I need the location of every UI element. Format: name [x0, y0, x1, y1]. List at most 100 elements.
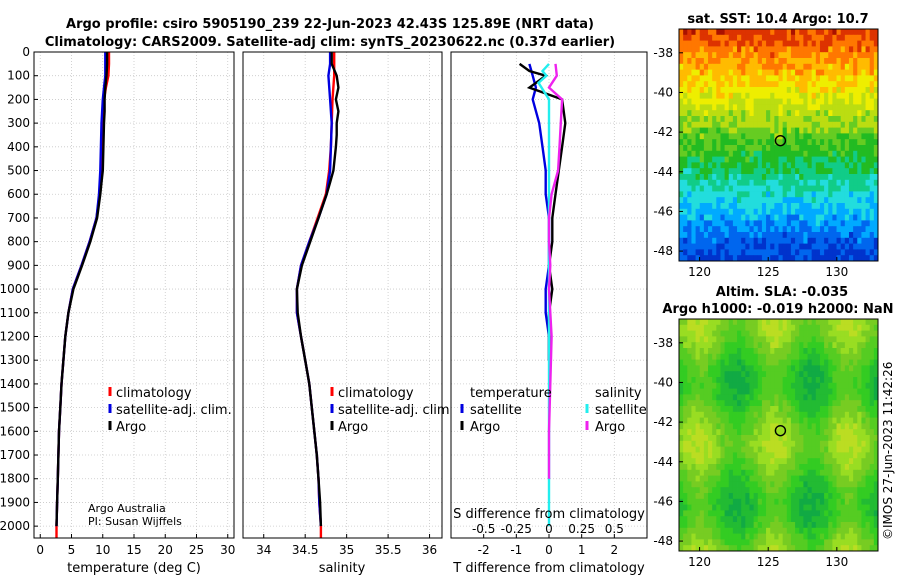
map-cell [703, 458, 709, 465]
map-cell [869, 63, 875, 70]
map-cell [819, 121, 825, 128]
map-cell [857, 81, 862, 88]
map-cell [728, 150, 734, 157]
map-cell [774, 203, 779, 210]
map-cell [782, 81, 788, 88]
map-cell [861, 214, 866, 221]
map-cell [703, 179, 709, 186]
map-cell [679, 46, 684, 53]
map-cell [712, 522, 717, 529]
map-cell [695, 29, 701, 36]
map-cell [844, 330, 850, 337]
map-cell [679, 522, 684, 529]
map-cell [857, 487, 862, 494]
map-cell [745, 168, 750, 175]
map-cell [857, 440, 862, 447]
map-cell [803, 214, 808, 221]
map-cell [741, 516, 746, 523]
map-cell [745, 110, 750, 117]
map-cell [757, 63, 763, 70]
map-cell [840, 156, 846, 163]
map-cell [716, 168, 721, 175]
map-cell [695, 435, 701, 442]
map-cell [799, 52, 804, 59]
map-cell [687, 116, 692, 123]
map-cell [741, 382, 746, 389]
map-cell [786, 342, 792, 349]
map-cell [712, 429, 717, 436]
map-cell [807, 226, 813, 233]
map-cell [732, 203, 738, 210]
map-cell [807, 400, 813, 407]
map-cell [691, 371, 696, 378]
map-cell [695, 63, 701, 70]
map-cell [749, 475, 755, 482]
map-cell [807, 87, 813, 94]
map-cell [695, 348, 701, 355]
map-cell [848, 87, 854, 94]
map-cell [724, 133, 730, 140]
map-cell [728, 226, 734, 233]
map-cell [869, 104, 875, 111]
map-cell [691, 539, 696, 546]
map-cell [848, 104, 854, 111]
map-cell [757, 342, 763, 349]
map-cell [774, 40, 779, 47]
map-cell [844, 208, 850, 215]
map-cell [683, 527, 688, 534]
map-cell [803, 446, 808, 453]
map-cell [778, 417, 784, 424]
map-cell [737, 411, 742, 418]
map-cell [732, 255, 738, 262]
map-cell [683, 377, 688, 384]
map-cell [724, 324, 730, 331]
map-cell [691, 423, 696, 430]
map-cell [803, 400, 808, 407]
map-cell [770, 348, 775, 355]
map-cell [699, 121, 705, 128]
map-cell [774, 545, 779, 552]
map-cell [716, 52, 721, 59]
map-cell [737, 156, 742, 163]
map-cell [716, 400, 721, 407]
map-cell [815, 58, 821, 65]
map-cell [811, 237, 817, 244]
map-cell [691, 63, 696, 70]
map-cell [840, 475, 846, 482]
map-cell [811, 510, 817, 517]
map-cell [761, 75, 767, 82]
map-cell [873, 394, 879, 401]
map-cell [795, 359, 800, 366]
map-cell [778, 371, 784, 378]
map-cell [811, 498, 817, 505]
map-cell [832, 69, 837, 76]
map-cell [774, 150, 779, 157]
map-cell [679, 52, 684, 59]
map-cell [761, 348, 767, 355]
map-cell [757, 133, 763, 140]
map-cell [828, 203, 833, 210]
map-cell [786, 516, 792, 523]
map-cell [753, 504, 759, 511]
map-cell [716, 133, 721, 140]
map-cell [811, 255, 817, 262]
map-cell [687, 365, 692, 372]
map-cell [857, 34, 862, 41]
map-cell [790, 197, 796, 204]
map-cell [683, 40, 688, 47]
map-cell [824, 493, 829, 500]
map-cell [790, 174, 796, 181]
map-cell [869, 58, 875, 65]
map-cell [712, 110, 717, 117]
map-cell [844, 539, 850, 546]
map-cell [782, 232, 788, 239]
map-cell [844, 481, 850, 488]
map-cell [819, 46, 825, 53]
map-cell [720, 92, 726, 99]
map-cell [803, 493, 808, 500]
map-cell [741, 319, 746, 326]
map-cell [766, 52, 771, 59]
map-cell [745, 545, 750, 552]
map-cell [741, 185, 746, 192]
map-cell [699, 527, 705, 534]
